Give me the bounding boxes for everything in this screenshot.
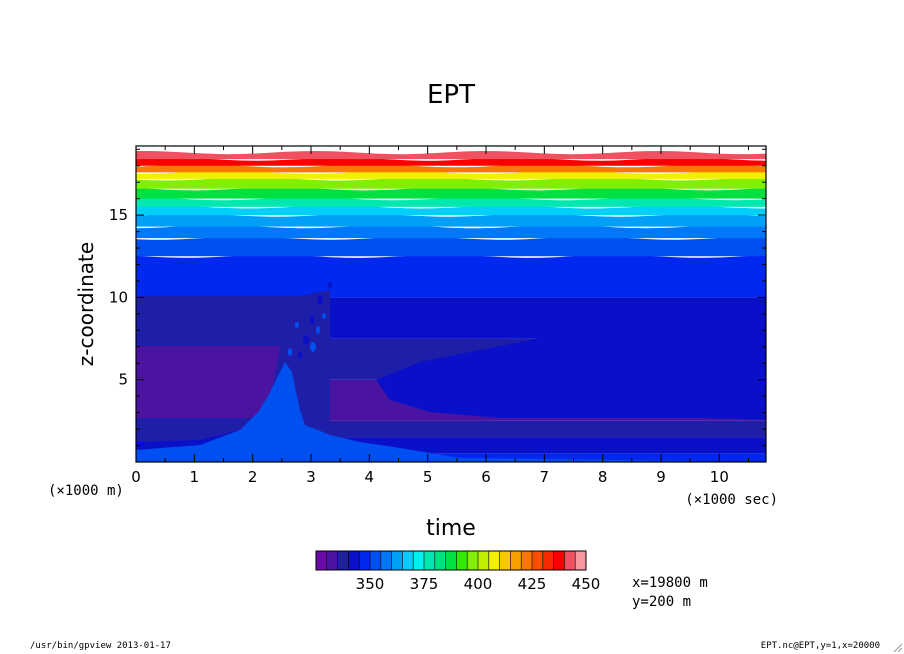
colorbar-swatch <box>499 551 511 570</box>
colorbar-swatch <box>478 551 490 570</box>
contour-band <box>136 187 766 199</box>
colorbar-tick-label: 400 <box>464 575 493 593</box>
chart-title: EPT <box>427 80 475 110</box>
colorbar-swatch <box>510 551 522 570</box>
contour-band <box>136 225 766 239</box>
contour-streaks-light <box>288 313 326 356</box>
colorbar-swatch <box>488 551 500 570</box>
colorbar-swatch <box>424 551 436 570</box>
contour-band <box>136 254 766 298</box>
colorbar-tick-label: 375 <box>410 575 439 593</box>
annotation-y-position: y=200 m <box>632 594 691 610</box>
plot-area <box>136 146 766 462</box>
colorbar-swatch <box>564 551 576 570</box>
colorbar <box>315 550 587 571</box>
colorbar-ticks: 350 375 400 425 450 <box>356 575 601 593</box>
colorbar-tick-label: 450 <box>572 575 601 593</box>
contour-band <box>136 213 766 227</box>
colorbar-swatch <box>445 551 457 570</box>
colorbar-swatch <box>521 551 533 570</box>
colorbar-swatch <box>575 551 587 570</box>
x-tick-label: 0 <box>131 468 141 486</box>
contour-band <box>136 197 766 207</box>
colorbar-tick-label: 350 <box>356 575 385 593</box>
contour-band <box>136 164 766 173</box>
plot-frame <box>135 145 767 463</box>
colorbar-swatch <box>542 551 554 570</box>
resize-grip-icon[interactable] <box>892 642 902 652</box>
x-tick-label: 3 <box>306 468 316 486</box>
y-tick-label: 10 <box>109 288 128 306</box>
contour-cold-pool <box>136 346 280 418</box>
x-tick-label: 4 <box>365 468 375 486</box>
colorbar-swatch <box>337 551 349 570</box>
contour-streaks <box>298 282 332 359</box>
y-tick-label: 15 <box>109 206 128 224</box>
contour-band <box>136 151 766 160</box>
y-axis: 5 10 15 <box>109 148 766 447</box>
colorbar-swatch <box>413 551 425 570</box>
y-axis-label: z-coordinate <box>74 242 98 366</box>
x-unit-label: (×1000 sec) <box>685 492 778 508</box>
colorbar-swatch <box>348 551 360 570</box>
x-axis: 0 1 2 3 4 5 6 7 8 9 10 <box>131 146 749 486</box>
colorbar-swatch <box>553 551 565 570</box>
colorbar-frame <box>315 550 587 571</box>
contour-low-layer <box>136 418 250 442</box>
x-tick-label: 5 <box>423 468 433 486</box>
x-tick-label: 10 <box>710 468 729 486</box>
contour-late-region <box>376 318 766 420</box>
colorbar-swatch <box>467 551 479 570</box>
contour-band <box>136 205 766 216</box>
contour-band <box>136 157 766 166</box>
x-tick-label: 8 <box>598 468 608 486</box>
x-tick-label: 6 <box>481 468 491 486</box>
colorbar-tick-label: 425 <box>518 575 547 593</box>
x-tick-label: 2 <box>248 468 258 486</box>
colorbar-swatch <box>316 551 328 570</box>
x-tick-label: 9 <box>656 468 666 486</box>
colorbar-swatch <box>456 551 468 570</box>
colorbar-swatch <box>391 551 403 570</box>
x-tick-label: 7 <box>540 468 550 486</box>
colorbar-swatch <box>326 551 338 570</box>
colorbar-swatch <box>370 551 382 570</box>
y-tick-label: 5 <box>118 371 128 389</box>
contour-band <box>136 177 766 189</box>
contour-band <box>136 170 766 179</box>
contour-plume <box>136 362 766 462</box>
colorbar-swatch <box>532 551 544 570</box>
footer-source: /usr/bin/gpview 2013-01-17 <box>30 641 171 651</box>
annotation-x-position: x=19800 m <box>632 575 708 591</box>
colorbar-swatch <box>434 551 446 570</box>
colorbar-swatch <box>380 551 392 570</box>
colorbar-swatch <box>359 551 371 570</box>
contour-band <box>136 236 766 257</box>
colorbar-swatch <box>402 551 414 570</box>
footer-file: EPT.nc@EPT,y=1,x=20000 <box>760 641 880 651</box>
y-unit-label: (×1000 m) <box>48 483 124 499</box>
x-axis-label: time <box>426 516 476 541</box>
x-tick-label: 1 <box>190 468 200 486</box>
